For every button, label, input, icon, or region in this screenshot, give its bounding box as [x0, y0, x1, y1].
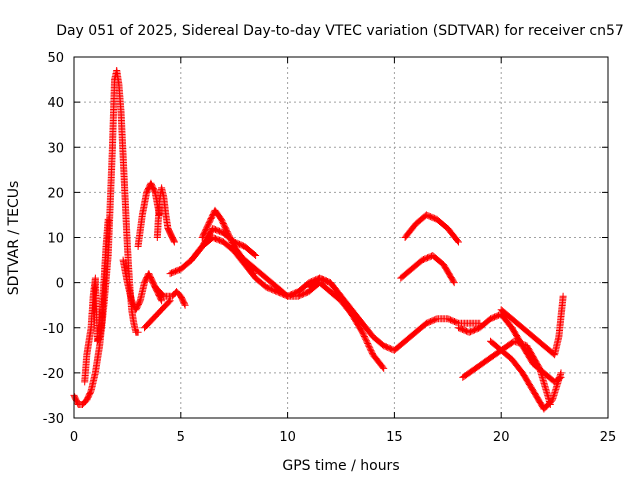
y-tick-label: 0: [56, 277, 64, 292]
point-markers: [119, 256, 166, 314]
chart-title: Day 051 of 2025, Sidereal Day-to-day VTE…: [56, 23, 624, 39]
axis-ticks: 0 5 10 15 20 25 -30 -20 -10 0 10 20 30 40 50: [43, 51, 617, 445]
point-markers: [141, 297, 174, 332]
point-markers: [305, 274, 484, 354]
data-points: [70, 67, 567, 413]
point-markers: [153, 184, 178, 246]
point-markers: [397, 252, 458, 287]
point-markers: [401, 211, 462, 246]
x-tick-label: 25: [600, 430, 617, 445]
y-tick-label: -20: [43, 367, 64, 382]
point-markers: [188, 234, 356, 318]
point-markers: [487, 337, 565, 413]
series-sat-J: [188, 234, 356, 318]
y-tick-label: 20: [47, 186, 64, 201]
series-sat-B: [81, 215, 112, 386]
series-sat-C: [119, 256, 166, 314]
series-sat-R: [487, 337, 565, 413]
point-markers: [151, 283, 189, 309]
series-sat-E: [141, 297, 174, 332]
point-markers: [497, 292, 567, 359]
x-tick-label: 0: [70, 430, 78, 445]
y-tick-label: -30: [43, 412, 64, 427]
series-sat-Q: [497, 292, 567, 359]
series-sat-G: [151, 283, 189, 309]
series-sat-L: [305, 274, 484, 354]
x-axis-label: GPS time / hours: [282, 458, 399, 474]
series-sat-M: [401, 211, 462, 246]
y-tick-label: 30: [47, 141, 64, 156]
x-tick-label: 10: [279, 430, 296, 445]
y-tick-label: 50: [47, 51, 64, 66]
y-axis-label: SDTVAR / TECUs: [6, 181, 22, 296]
y-tick-label: 10: [47, 232, 64, 247]
point-markers: [81, 215, 112, 386]
series-sat-N: [397, 252, 458, 287]
y-tick-label: -10: [43, 322, 64, 337]
y-tick-label: 40: [47, 96, 64, 111]
x-tick-label: 5: [177, 430, 185, 445]
x-tick-label: 20: [493, 430, 510, 445]
series-sat-F: [153, 184, 178, 246]
x-tick-label: 15: [386, 430, 403, 445]
point-markers: [230, 247, 388, 372]
series-sat-K: [230, 247, 388, 372]
